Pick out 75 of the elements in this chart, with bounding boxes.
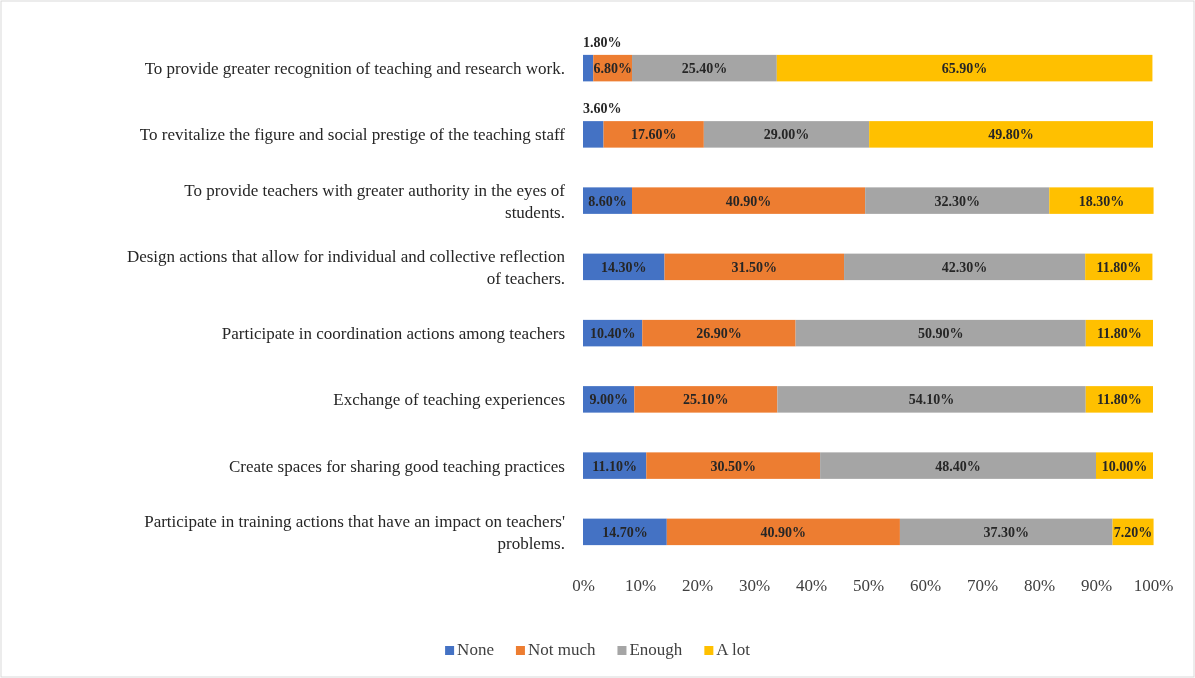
data-label: 31.50% <box>731 259 778 275</box>
data-label: 11.80% <box>1097 326 1142 342</box>
x-tick-label: 70% <box>966 576 999 596</box>
bar <box>583 121 604 148</box>
legend-label: A lot <box>716 640 751 659</box>
bar <box>632 187 866 214</box>
legend-label: None <box>457 640 494 659</box>
data-label: 14.30% <box>601 259 647 275</box>
data-label: 18.30% <box>1078 193 1125 209</box>
bar <box>632 54 777 82</box>
y-tick-label: Design actions that allow for individual and collective reflection of teachers. <box>126 246 566 288</box>
x-tick-label: 100% <box>1133 576 1174 596</box>
data-label: 40.90% <box>725 193 772 209</box>
x-tick-label: 0% <box>572 576 595 596</box>
data-label: 42.30% <box>941 259 988 275</box>
data-label: 54.10% <box>908 392 955 408</box>
x-tick-label: 20% <box>681 576 714 596</box>
bar <box>899 518 1113 546</box>
bar <box>1049 187 1154 214</box>
data-label: 9.00% <box>589 392 628 408</box>
bar <box>666 518 900 546</box>
legend-label: Not much <box>527 640 596 659</box>
data-label: 10.40% <box>589 326 636 342</box>
data-label: 11.10% <box>592 458 637 474</box>
y-tick-label: To provide greater recognition of teaching and research work. <box>144 59 565 79</box>
data-label: 29.00% <box>763 127 810 143</box>
data-label: 25.40% <box>681 61 728 77</box>
bar <box>646 452 821 479</box>
bar <box>844 253 1086 281</box>
data-label: 48.40% <box>935 458 981 474</box>
bar <box>776 54 1153 82</box>
data-label: 10.00% <box>1101 458 1148 474</box>
data-label: 30.50% <box>710 458 756 474</box>
data-label: 37.30% <box>983 524 1029 540</box>
data-label: 11.80% <box>1097 392 1142 408</box>
data-label: 7.20% <box>1113 524 1153 540</box>
y-tick-label: Exchange of teaching experiences <box>333 390 565 410</box>
data-label: 17.60% <box>630 127 677 143</box>
data-label: 50.90% <box>917 326 964 342</box>
bar <box>634 386 778 413</box>
data-label: 11.80% <box>1096 259 1142 275</box>
x-tick-label: 40% <box>795 576 828 596</box>
bar <box>664 253 845 281</box>
data-label: 1.80% <box>583 34 622 50</box>
data-label: 25.10% <box>683 392 729 408</box>
x-tick-label: 90% <box>1080 576 1113 596</box>
data-label: 8.60% <box>588 193 627 209</box>
x-tick-label: 80% <box>1023 576 1056 596</box>
bar <box>795 319 1086 347</box>
y-tick-label: Participate in training actions that have an impact on teachers' problems. <box>144 511 565 553</box>
bar <box>820 452 1096 479</box>
data-label: 40.90% <box>760 524 807 540</box>
data-label: 6.80% <box>593 61 632 77</box>
y-tick-label: To provide teachers with greater authority in the eyes of students. <box>184 180 566 222</box>
bar <box>603 121 704 148</box>
data-label: 14.70% <box>602 524 648 540</box>
data-label: 32.30% <box>934 193 980 209</box>
legend-label: Enough <box>629 640 683 659</box>
y-tick-label: To revitalize the figure and social prestige of the teaching staff <box>139 125 566 145</box>
bar <box>869 121 1153 148</box>
bar <box>642 319 796 347</box>
x-tick-label: 30% <box>738 576 771 596</box>
y-tick-label: Create spaces for sharing good teaching practices <box>228 456 565 476</box>
y-tick-label: Participate in coordination actions among teachers <box>221 324 565 344</box>
x-tick-label: 10% <box>624 576 657 596</box>
bar <box>703 121 870 148</box>
x-tick-label: 60% <box>909 576 942 596</box>
data-label: 3.60% <box>583 101 622 117</box>
bar <box>583 54 594 82</box>
bar <box>865 187 1050 214</box>
data-label: 26.90% <box>696 326 742 342</box>
x-tick-label: 50% <box>852 576 885 596</box>
data-label: 49.80% <box>988 127 1034 143</box>
data-label: 65.90% <box>941 61 988 77</box>
bar <box>777 386 1086 413</box>
